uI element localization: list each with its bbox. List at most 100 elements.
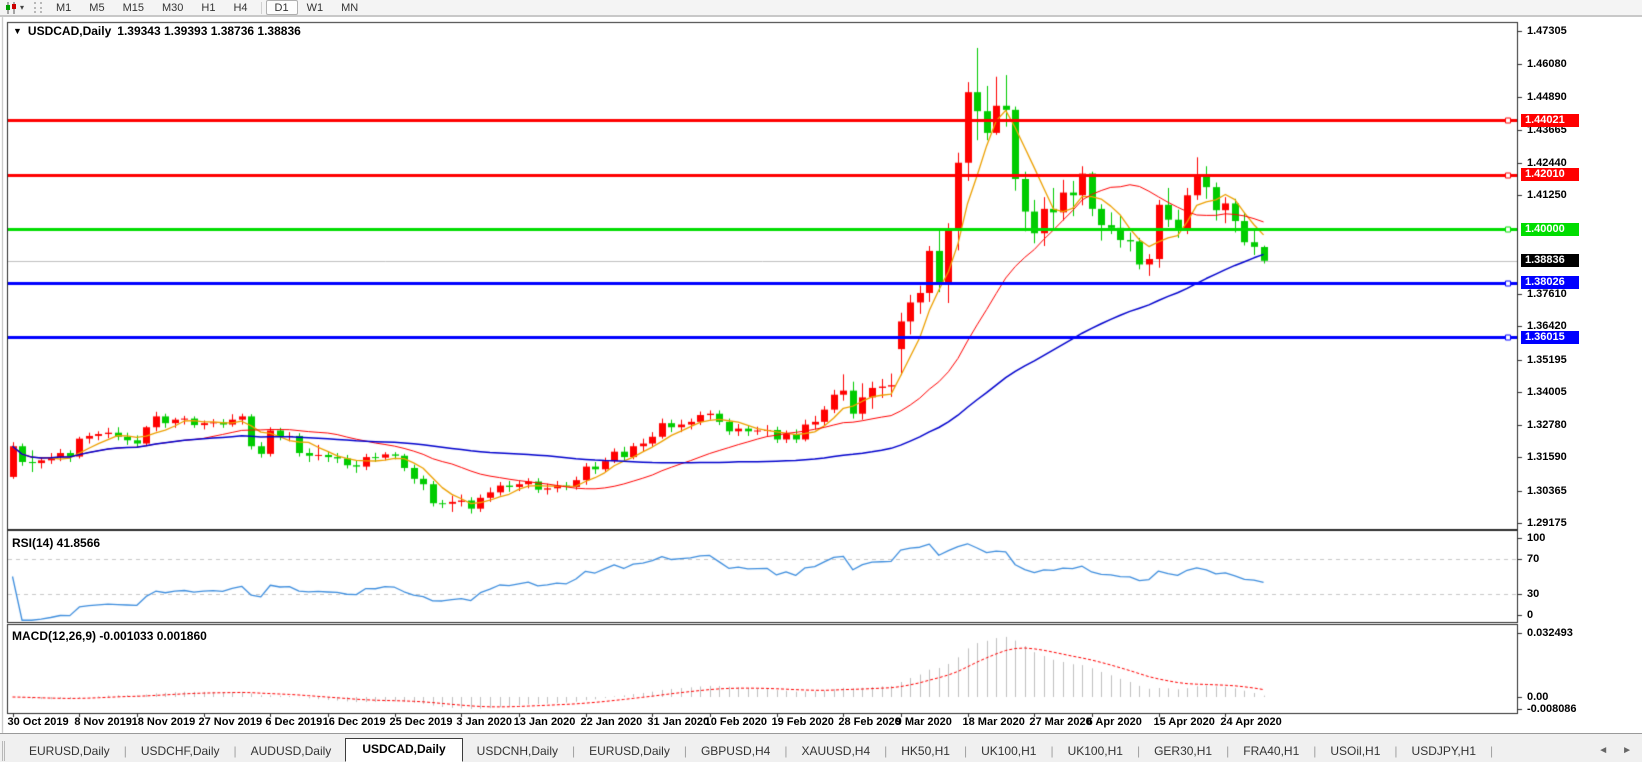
date-label: 19 Feb 2020: [771, 716, 834, 728]
tab-separator: |: [1490, 744, 1494, 758]
price-tick-label: 1.41250: [1527, 189, 1567, 202]
date-label: 30 Oct 2019: [7, 716, 69, 728]
tabs-scroll-left-button[interactable]: ◄: [1598, 745, 1609, 756]
tab-hk50-h1[interactable]: HK50,H1: [901, 744, 950, 758]
date-label: 27 Nov 2019: [198, 716, 263, 728]
tab-uk100-h1[interactable]: UK100,H1: [981, 744, 1037, 758]
tab-separator: |: [1226, 744, 1230, 758]
collapse-triangle-icon: ▼: [13, 26, 22, 36]
price-tick-label: 1.36420: [1527, 320, 1567, 333]
timeframe-button-w1[interactable]: W1: [298, 0, 333, 15]
tab-separator: |: [1394, 744, 1398, 758]
date-label: 3 Jan 2020: [456, 716, 512, 728]
price-tick-label: 1.47305: [1527, 25, 1567, 37]
price-tick-label: 1.43665: [1527, 123, 1567, 136]
date-label: 18 Nov 2019: [131, 716, 196, 728]
chevron-down-icon: ▾: [20, 3, 25, 12]
tab-audusd-daily[interactable]: AUDUSD,Daily: [250, 744, 332, 758]
price-badge-1.40000: 1.40000: [1521, 222, 1579, 236]
price-tick-label: 1.42440: [1527, 156, 1567, 169]
date-label: 18 Mar 2020: [962, 716, 1025, 728]
price-tick-label: 1.31590: [1527, 451, 1567, 464]
timeframe-button-group: M1 M5 M15 M30 H1 H4 D1 W1 MN: [47, 0, 367, 15]
timeframe-button-m15[interactable]: M15: [114, 0, 153, 15]
date-label: 25 Dec 2019: [389, 716, 453, 728]
toolbar-grip: [34, 2, 43, 13]
tabs-container: EURUSD,Daily | USDCHF,Daily | AUDUSD,Daily US…: [15, 738, 1493, 762]
date-label: 10 Feb 2020: [704, 716, 768, 728]
chart-title: ▼ USDCAD,Daily 1.39343 1.39393 1.38736 1…: [13, 24, 301, 38]
price-badge-1.42010: 1.42010: [1521, 168, 1579, 182]
timeframe-button-m1[interactable]: M1: [47, 0, 80, 15]
date-label: 15 Apr 2020: [1153, 716, 1215, 728]
price-tick-label: 1.46080: [1527, 58, 1567, 71]
price-badge-1.36015: 1.36015: [1521, 330, 1579, 344]
timeframe-button-h1[interactable]: H1: [192, 0, 224, 15]
chart-ohlc-values: 1.39343 1.39393 1.38736 1.38836: [117, 24, 301, 38]
date-label: 28 Feb 2020: [838, 716, 901, 728]
tab-xauusd-h4[interactable]: XAUUSD,H4: [801, 744, 871, 758]
tab-eurusd-daily[interactable]: EURUSD,Daily: [29, 744, 110, 758]
date-label: 31 Jan 2020: [647, 716, 710, 728]
timeframe-button-m30[interactable]: M30: [153, 0, 192, 15]
toolbar: ▾ M1 M5 M15 M30 H1 H4 D1 W1 MN: [0, 0, 1642, 17]
rsi-tick-label: 70: [1527, 553, 1540, 565]
macd-tick-label: 0.032493: [1527, 626, 1573, 639]
timeframe-button-h4[interactable]: H4: [224, 0, 256, 15]
tab-ger30-h1[interactable]: GER30,H1: [1154, 744, 1213, 758]
tab-separator: |: [1136, 744, 1141, 758]
date-label: 22 Jan 2020: [580, 716, 643, 728]
price-badge-1.38836: 1.38836: [1521, 254, 1579, 268]
price-tick-label: 1.35195: [1527, 353, 1567, 366]
tab-gbpusd-h4[interactable]: GBPUSD,H4: [700, 744, 771, 758]
tab-separator: |: [963, 744, 968, 758]
date-label: 13 Jan 2020: [513, 716, 576, 728]
tab-separator: |: [572, 744, 576, 758]
date-label: 27 Mar 2020: [1029, 716, 1092, 728]
tab-usdcad-daily[interactable]: USDCAD,Daily: [345, 738, 463, 762]
tab-separator: |: [1313, 744, 1317, 758]
tab-scrollers: ◄ ►: [1598, 745, 1632, 756]
tab-separator: |: [233, 744, 237, 758]
rsi-tick-label: 100: [1527, 532, 1546, 544]
candlestick-chart-icon: [6, 1, 16, 14]
tab-usdjpy-h1[interactable]: USDJPY,H1: [1411, 744, 1477, 758]
timeframe-button-d1[interactable]: D1: [265, 0, 298, 15]
toolbar-separator: [260, 1, 262, 14]
date-label: 9 Mar 2020: [895, 716, 952, 728]
tab-separator: |: [683, 744, 687, 758]
macd-tick-label: 0.00: [1527, 691, 1549, 703]
date-label: 16 Dec 2019: [322, 716, 386, 728]
rsi-tick-label: 0: [1527, 609, 1534, 621]
tab-eurusd-daily[interactable]: EURUSD,Daily: [589, 744, 670, 758]
price-badge-1.38026: 1.38026: [1521, 276, 1579, 290]
tab-usdcnh-daily[interactable]: USDCNH,Daily: [476, 744, 559, 758]
date-label: 24 Apr 2020: [1220, 716, 1282, 728]
chart-type-button[interactable]: ▾: [0, 1, 29, 14]
tab-usoil-h1[interactable]: USOil,H1: [1330, 744, 1381, 758]
tab-uk100-h1[interactable]: UK100,H1: [1067, 744, 1123, 758]
tab-separator: |: [1050, 744, 1054, 758]
chart-tab-bar: EURUSD,Daily | USDCHF,Daily | AUDUSD,Daily US…: [0, 733, 1642, 762]
tabs-scroll-right-button[interactable]: ►: [1622, 745, 1632, 756]
price-tick-label: 1.44890: [1527, 90, 1567, 103]
date-label: 8 Nov 2019: [74, 716, 132, 728]
rsi-tick-label: 30: [1527, 588, 1540, 600]
tab-separator: |: [784, 744, 788, 758]
price-tick-label: 1.32780: [1527, 419, 1567, 432]
price-tick-label: 1.37610: [1527, 288, 1567, 301]
tab-separator: |: [123, 744, 127, 758]
tab-usdchf-daily[interactable]: USDCHF,Daily: [140, 744, 220, 758]
rsi-indicator-label: RSI(14) 41.8566: [12, 536, 101, 550]
tab-separator: |: [884, 744, 888, 758]
date-label: 6 Dec 2019: [265, 716, 323, 728]
chart-symbol-label: USDCAD,Daily: [27, 24, 112, 38]
tab-fra40-h1[interactable]: FRA40,H1: [1243, 744, 1300, 758]
timeframe-button-m5[interactable]: M5: [80, 0, 113, 15]
timeframe-button-mn[interactable]: MN: [332, 0, 367, 15]
macd-tick-label: -0.008086: [1527, 703, 1577, 715]
date-label: 6 Apr 2020: [1086, 716, 1142, 728]
price-tick-label: 1.34005: [1527, 385, 1567, 398]
tabbar-grip: [2, 741, 11, 761]
